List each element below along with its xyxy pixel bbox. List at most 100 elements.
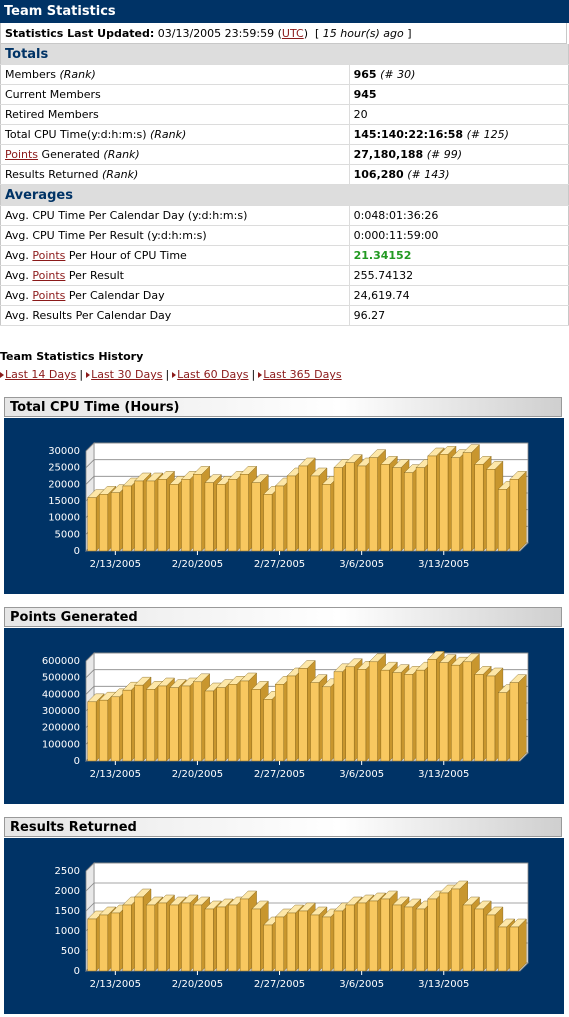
bar-front bbox=[474, 464, 484, 552]
points-link[interactable]: Points bbox=[32, 289, 66, 302]
x-tick-label: 3/6/2005 bbox=[339, 979, 384, 990]
table-row: Avg. Points Per Result 255.74132 bbox=[0, 265, 569, 286]
bar-front bbox=[368, 661, 378, 762]
bar-front bbox=[157, 479, 167, 552]
rank-label: (Rank) bbox=[103, 148, 140, 161]
bar-front bbox=[251, 908, 261, 972]
bar-front bbox=[122, 904, 132, 972]
bar-front bbox=[474, 908, 484, 972]
chart-title: Points Generated bbox=[4, 607, 562, 627]
history-title: Team Statistics History bbox=[0, 350, 144, 363]
y-tick-label: 0 bbox=[74, 546, 80, 557]
separator: | bbox=[79, 368, 84, 381]
bar-front bbox=[427, 898, 437, 972]
bar-front bbox=[99, 699, 109, 762]
gridline-diag bbox=[85, 686, 95, 695]
bar-front bbox=[322, 686, 331, 762]
y-tick-label: 2500 bbox=[55, 866, 80, 877]
points-generated-label: Generated bbox=[41, 148, 100, 161]
bar-front bbox=[345, 462, 355, 552]
separator: | bbox=[165, 368, 170, 381]
points-link[interactable]: Points bbox=[5, 148, 39, 161]
bar-front bbox=[486, 675, 496, 762]
bar-front bbox=[286, 675, 296, 762]
avg-points-per-day-label: Per Calendar Day bbox=[68, 289, 165, 302]
y-tick-label: 100000 bbox=[42, 739, 80, 750]
y-tick-label: 2000 bbox=[55, 886, 80, 897]
bar-front bbox=[357, 465, 367, 552]
bar-front bbox=[427, 455, 437, 552]
bar-front bbox=[392, 467, 402, 552]
bar-front bbox=[251, 689, 261, 762]
x-tick-label: 3/13/2005 bbox=[418, 769, 469, 780]
bar-front bbox=[181, 902, 191, 972]
total-cpu-label: Total CPU Time(y:d:h:m:s) bbox=[5, 128, 147, 141]
bar-front bbox=[169, 904, 179, 972]
bar-front bbox=[380, 898, 390, 972]
bar-front bbox=[286, 912, 296, 972]
bar-front bbox=[110, 912, 120, 972]
retired-members-label: Retired Members bbox=[0, 104, 350, 125]
x-tick-label: 2/20/2005 bbox=[172, 559, 223, 570]
points-link[interactable]: Points bbox=[32, 249, 66, 262]
bar-side bbox=[518, 470, 527, 552]
bar-front bbox=[134, 684, 144, 762]
link-last-60-days[interactable]: Last 60 Days bbox=[177, 368, 249, 381]
bar-front bbox=[193, 904, 202, 972]
page-title: Team Statistics bbox=[0, 0, 569, 23]
bar-front bbox=[451, 664, 460, 762]
table-row: Avg. CPU Time Per Result (y:d:h:m:s) 0:0… bbox=[0, 225, 569, 246]
bar-front bbox=[263, 924, 273, 972]
y-tick-label: 15000 bbox=[48, 496, 80, 507]
link-last-30-days[interactable]: Last 30 Days bbox=[91, 368, 163, 381]
bar-front bbox=[157, 902, 167, 972]
avg-points-per-hour-value: 21.34152 bbox=[348, 245, 569, 266]
bar-front bbox=[404, 472, 413, 552]
bar-front bbox=[345, 666, 355, 762]
bar-front bbox=[122, 485, 132, 552]
link-last-365-days[interactable]: Last 365 Days bbox=[263, 368, 342, 381]
bar-front bbox=[509, 682, 519, 762]
current-members-label: Current Members bbox=[0, 84, 350, 105]
bar-front bbox=[486, 469, 496, 552]
bar-front bbox=[275, 684, 284, 762]
table-row: Avg. CPU Time Per Calendar Day (y:d:h:m:… bbox=[0, 205, 569, 226]
bar-front bbox=[204, 690, 214, 762]
bar-front bbox=[169, 484, 179, 552]
avg-cpu-per-day-label: Avg. CPU Time Per Calendar Day (y:d:h:m:… bbox=[0, 205, 350, 226]
table-row: Members (Rank) 965 (# 30) bbox=[0, 64, 569, 85]
members-rank: (# 30) bbox=[380, 68, 416, 81]
history-links: Last 14 Days | Last 30 Days | Last 60 Days | L… bbox=[0, 368, 342, 381]
gridline-diag bbox=[85, 442, 95, 452]
points-rank: (# 99) bbox=[426, 148, 462, 161]
bar-front bbox=[404, 674, 413, 762]
bar bbox=[509, 674, 527, 762]
bar-front bbox=[122, 689, 132, 762]
members-label: Members bbox=[5, 68, 56, 81]
x-tick-label: 2/27/2005 bbox=[254, 769, 305, 780]
table-row: Results Returned (Rank) 106,280 (# 143) bbox=[0, 164, 569, 185]
points-link[interactable]: Points bbox=[32, 269, 66, 282]
bar-front bbox=[239, 680, 249, 762]
gridline-diag bbox=[85, 476, 95, 485]
link-last-14-days[interactable]: Last 14 Days bbox=[5, 368, 77, 381]
utc-link[interactable]: UTC bbox=[281, 27, 304, 40]
results-rank: (# 143) bbox=[407, 168, 450, 181]
rank-label: (Rank) bbox=[101, 168, 139, 181]
chart-cpu-time: 0 5000 10000 15000 20000 25000 30000 2/13/2005 2… bbox=[48, 442, 529, 570]
bar-front bbox=[204, 482, 214, 552]
bar-front bbox=[392, 904, 402, 972]
arrow-right-icon bbox=[258, 372, 263, 378]
chart-title: Total CPU Time (Hours) bbox=[4, 397, 562, 417]
y-tick-label: 600000 bbox=[42, 656, 80, 667]
x-tick-label: 3/13/2005 bbox=[418, 979, 469, 990]
bar-front bbox=[427, 659, 437, 762]
x-tick-label: 2/13/2005 bbox=[90, 979, 141, 990]
bar-front bbox=[310, 914, 320, 972]
bar-front bbox=[474, 674, 484, 762]
avg-results-per-day-value: 96.27 bbox=[348, 305, 569, 326]
bar-front bbox=[404, 906, 413, 972]
table-row: Points Generated (Rank) 27,180,188 (# 99… bbox=[0, 144, 569, 165]
arrow-right-icon bbox=[172, 372, 177, 378]
stats-table: Totals Members (Rank) 965 (# 30) Current… bbox=[0, 44, 569, 326]
